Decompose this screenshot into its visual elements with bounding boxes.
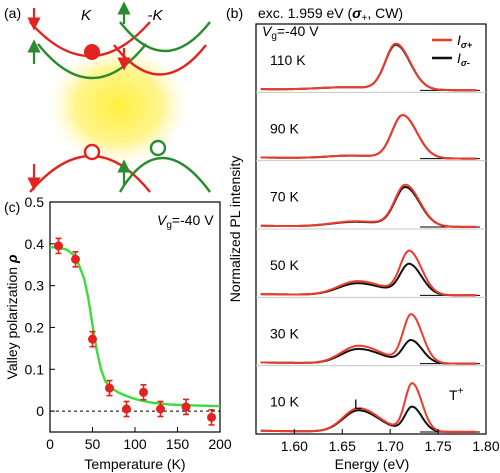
spectrum-row: 110 K xyxy=(256,42,486,93)
panel-a-label: (a) xyxy=(4,5,21,21)
k-conduction-band-lower xyxy=(37,43,147,79)
spectrum-row: 30 K xyxy=(256,313,486,367)
temperature-label: 110 K xyxy=(270,52,306,68)
panel-c: (c) 0 0.1 0.2 0.3 0.4 0.5 0 50 100 150 200 Vg=-40… xyxy=(4,194,232,472)
data-point xyxy=(181,398,191,416)
legend-label-sigma-minus: Iσ- xyxy=(457,50,470,68)
x-tick-label: 1.60 xyxy=(281,438,308,454)
legend-label-sigma-plus: Iσ+ xyxy=(457,32,473,50)
excitation-label: exc. 1.959 eV (σ+, CW) xyxy=(258,5,403,24)
x-tick-label: 1.80 xyxy=(472,438,499,454)
x-tick-label: 150 xyxy=(166,436,190,452)
k-valley-label: K xyxy=(81,7,92,24)
x-tick-label: 1.65 xyxy=(329,438,356,454)
spectrum-sigma-plus xyxy=(260,382,477,433)
panel-b-x-axis-label: Energy (eV) xyxy=(335,456,410,472)
panel-b-label: (b) xyxy=(226,5,243,21)
light-glow xyxy=(46,44,190,168)
data-point xyxy=(54,237,63,255)
data-point xyxy=(156,400,165,418)
panel-b: (b) exc. 1.959 eV (σ+, CW) Vg=-40 V Iσ+ … xyxy=(226,5,500,472)
data-marker xyxy=(181,402,191,412)
panel-c-gate-voltage: Vg=-40 V xyxy=(157,212,214,231)
hole-circle xyxy=(149,139,167,157)
data-marker xyxy=(139,387,148,397)
data-marker xyxy=(207,412,216,422)
spectrum-row: 50 K xyxy=(256,249,486,298)
legend: Iσ+ Iσ- xyxy=(432,32,473,68)
data-point xyxy=(122,400,131,418)
temperature-label: 50 K xyxy=(270,257,299,273)
data-point xyxy=(105,379,114,397)
data-point xyxy=(139,383,148,401)
data-marker xyxy=(156,404,165,414)
panel-c-x-ticks: 0 50 100 150 200 xyxy=(46,427,232,452)
spectrum-sigma-plus xyxy=(260,313,477,365)
electron-dot xyxy=(84,44,100,60)
x-tick-label: 1.75 xyxy=(424,438,451,454)
minus-k-conduction-band-upper xyxy=(119,21,211,53)
panel-c-axes-frame xyxy=(49,201,221,433)
spectrum-row: 90 K xyxy=(256,114,486,162)
minus-k-valence-band xyxy=(118,156,211,193)
data-marker xyxy=(54,241,63,251)
data-point xyxy=(207,409,216,426)
pl-spectra: 110 K 90 K 70 K 50 K 30 K 10 K xyxy=(256,42,486,433)
y-tick-label: 0.5 xyxy=(25,194,45,210)
x-tick-label: 100 xyxy=(123,436,147,452)
annotation-trion-peak: T+ xyxy=(449,386,464,403)
x-tick-label: 0 xyxy=(46,436,54,452)
hole-circle xyxy=(83,143,101,161)
annotation-l-peak: L xyxy=(354,396,362,412)
y-tick-label: 0.3 xyxy=(25,278,45,294)
spectrum-sigma-plus xyxy=(260,42,477,92)
data-points xyxy=(54,237,216,426)
panel-b-y-axis-label: Normalized PL intensity xyxy=(227,156,243,303)
x-tick-label: 200 xyxy=(208,436,232,452)
temperature-label: 70 K xyxy=(270,189,299,205)
temperature-label: 10 K xyxy=(270,394,299,410)
y-tick-label: 0.1 xyxy=(25,361,45,377)
temperature-label: 30 K xyxy=(270,325,299,341)
x-tick-label: 1.70 xyxy=(377,438,404,454)
panel-c-label: (c) xyxy=(4,199,20,215)
spectrum-sigma-plus xyxy=(260,183,477,228)
panel-b-gate-voltage: Vg=-40 V xyxy=(262,23,319,42)
data-marker xyxy=(105,383,114,393)
spectrum-row: 70 K xyxy=(256,183,486,230)
fit-curve xyxy=(49,246,221,408)
panel-a: (a) K -K xyxy=(4,1,211,193)
data-marker xyxy=(71,254,80,264)
spectrum-sigma-plus xyxy=(260,249,477,297)
x-tick-label: 50 xyxy=(85,436,101,452)
temperature-label: 90 K xyxy=(270,120,299,136)
spectrum-sigma-plus xyxy=(260,114,477,160)
y-tick-label: 0.4 xyxy=(25,236,45,252)
minus-k-valley-label: -K xyxy=(148,7,164,24)
spectrum-sigma-minus xyxy=(260,338,477,365)
spectrum-row: 10 K xyxy=(260,382,480,433)
data-marker xyxy=(88,334,97,344)
panel-c-y-axis-label: Valley polarization ρ xyxy=(4,254,20,379)
panel-c-x-axis-label: Temperature (K) xyxy=(84,456,185,472)
panel-b-x-ticks: 1.60 1.65 1.70 1.75 1.80 xyxy=(281,429,500,454)
y-tick-label: 0 xyxy=(36,403,44,419)
data-point xyxy=(88,330,97,348)
data-marker xyxy=(122,404,131,414)
y-tick-label: 0.2 xyxy=(25,319,45,335)
data-point xyxy=(71,250,80,268)
